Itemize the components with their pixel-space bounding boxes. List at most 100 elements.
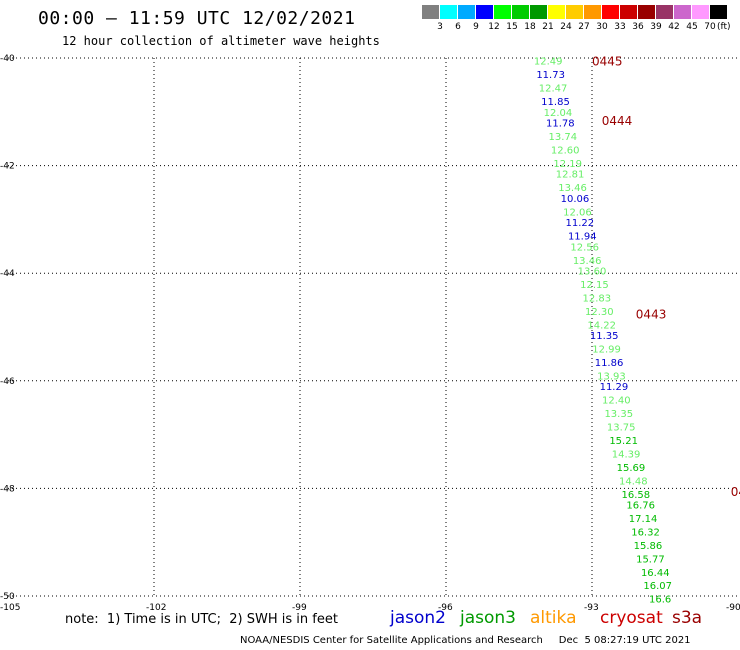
color-scale-swatch [422, 5, 440, 19]
wave-height-label: 12.60 [551, 145, 580, 156]
y-tick-label: -44 [0, 269, 15, 279]
wave-height-label: 15.86 [634, 541, 663, 552]
wave-height-label: 16.58 [621, 490, 650, 501]
color-scale-swatch [548, 5, 566, 19]
x-tick-label: -99 [292, 603, 307, 613]
x-tick-label: -102 [146, 603, 166, 613]
wave-height-label: 12.81 [556, 170, 585, 181]
legend-item-jason2: jason2 [390, 608, 446, 628]
color-scale-label: 70 [704, 22, 716, 32]
color-scale-swatch [440, 5, 458, 19]
color-scale-label: 45 [686, 22, 698, 32]
color-scale-unit: (ft) [717, 22, 731, 32]
legend-item-jason3: jason3 [460, 608, 516, 628]
color-scale-swatch [656, 5, 674, 19]
wave-height-label: 13.46 [573, 256, 602, 267]
wave-height-label: 11.35 [590, 331, 619, 342]
legend-item-cryosat: cryosat [600, 608, 663, 628]
wave-height-label: 12.19 [553, 159, 582, 170]
wave-height-label: 17.14 [629, 514, 658, 525]
y-tick-label: -42 [0, 162, 15, 172]
footer-credit: NOAA/NESDIS Center for Satellite Applica… [240, 635, 691, 646]
color-scale-swatch [566, 5, 584, 19]
wave-height-label: 12.47 [539, 84, 568, 95]
x-tick-label: -90 [726, 603, 740, 613]
color-scale-swatch [584, 5, 602, 19]
legend-item-s3a: s3a [672, 608, 703, 628]
wave-height-label: 11.29 [600, 382, 629, 393]
wave-height-label: 15.77 [636, 554, 665, 565]
y-tick-label: -50 [0, 592, 15, 602]
wave-height-label: 13.60 [578, 267, 607, 278]
color-scale-swatch [692, 5, 710, 19]
wave-height-label: 11.78 [546, 119, 575, 130]
wave-height-label: 13.75 [607, 423, 636, 434]
color-scale-label: 30 [596, 22, 608, 32]
wave-height-label: 12.06 [563, 207, 592, 218]
wave-height-label: 12.40 [602, 396, 631, 407]
wave-height-label: 14.48 [619, 476, 648, 487]
color-scale-swatch [476, 5, 494, 19]
color-scale-swatch [494, 5, 512, 19]
wave-height-label: 12.15 [580, 280, 609, 291]
wave-height-label: 12.30 [585, 307, 614, 318]
time-mark-label: 04 [731, 485, 740, 499]
color-scale-label: 42 [668, 22, 680, 32]
color-scale-swatch [674, 5, 692, 19]
y-tick-label: -40 [0, 54, 15, 64]
wave-height-label: 11.22 [566, 218, 595, 229]
color-scale-label: 24 [560, 22, 572, 32]
color-scale-swatch [710, 5, 728, 19]
wave-height-label: 13.93 [597, 371, 626, 382]
chart-title: 00:00 – 11:59 UTC 12/02/2021 [38, 8, 356, 29]
wave-height-label: 16.76 [626, 501, 655, 512]
time-mark-label: 0445 [592, 55, 623, 69]
wave-height-label: 12.99 [592, 345, 621, 356]
y-tick-label: -46 [0, 377, 15, 387]
color-scale-swatch [530, 5, 548, 19]
wave-height-label: 16.6 [649, 595, 671, 606]
wave-height-label: 16.07 [643, 581, 672, 592]
wave-height-label: 13.74 [548, 132, 577, 143]
color-scale-label: 18 [524, 22, 536, 32]
wave-height-label: 12.04 [544, 108, 573, 119]
wave-height-label: 14.22 [587, 320, 616, 331]
color-scale-label: 15 [506, 22, 518, 32]
color-scale-label: 9 [473, 22, 479, 32]
wave-height-label: 12.49 [534, 57, 563, 68]
color-scale-label: 21 [542, 22, 554, 32]
wave-height-label: 13.35 [604, 409, 633, 420]
legend-item-altika: altika [530, 608, 577, 628]
color-scale-label: 39 [650, 22, 662, 32]
wave-height-label: 15.69 [617, 463, 646, 474]
wave-height-label: 11.85 [541, 97, 570, 108]
wave-height-label: 12.83 [583, 293, 612, 304]
wave-height-label: 15.21 [609, 436, 638, 447]
y-tick-label: -48 [0, 484, 15, 494]
color-scale-label: 6 [455, 22, 461, 32]
x-tick-label: -96 [438, 603, 453, 613]
footer-note: note: 1) Time is in UTC; 2) SWH is in fe… [65, 612, 338, 627]
color-scale-label: 36 [632, 22, 644, 32]
x-tick-label: -93 [584, 603, 599, 613]
wave-height-label: 11.94 [568, 232, 597, 243]
wave-height-label: 10.06 [561, 194, 590, 205]
wave-height-label: 11.86 [595, 358, 624, 369]
wave-height-label: 11.73 [536, 70, 565, 81]
wave-height-label: 16.44 [641, 568, 670, 579]
time-mark-label: 0444 [602, 114, 633, 128]
color-scale-swatch [638, 5, 656, 19]
color-scale-swatch [602, 5, 620, 19]
wave-height-label: 16.32 [631, 527, 660, 538]
wave-height-label: 14.39 [612, 449, 641, 460]
wave-height-label: 13.46 [558, 183, 587, 194]
color-scale-swatch [620, 5, 638, 19]
x-tick-label: -105 [0, 603, 20, 613]
color-scale-label: 33 [614, 22, 626, 32]
color-scale-swatch [512, 5, 530, 19]
color-scale-label: 27 [578, 22, 590, 32]
color-scale-label: 3 [437, 22, 443, 32]
time-mark-label: 0443 [636, 308, 667, 322]
